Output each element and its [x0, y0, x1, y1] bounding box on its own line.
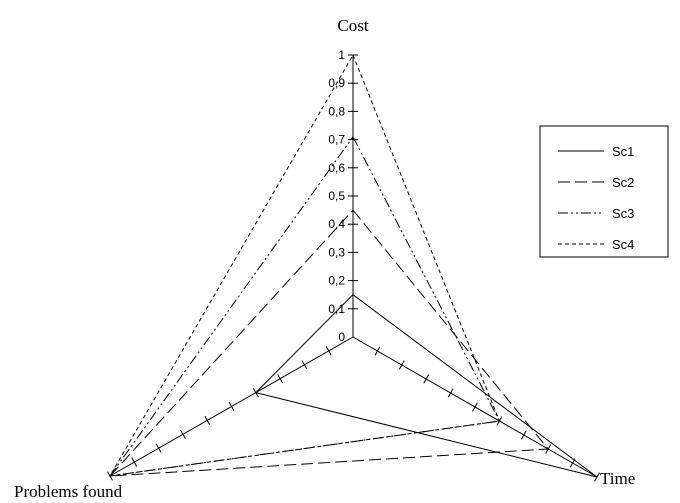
legend-label-sc4: Sc4 — [612, 237, 634, 252]
tick-label: 0,3 — [328, 245, 345, 259]
axis-tick-mark — [325, 346, 332, 356]
axis-tick-mark — [374, 346, 381, 356]
legend-label-sc1: Sc1 — [612, 144, 634, 159]
axis-tick-mark — [520, 430, 527, 440]
tick-label: 0,8 — [328, 104, 345, 118]
axis-label-problems-found: Problems found — [14, 482, 123, 501]
legend-box — [539, 125, 669, 258]
legend-label-sc2: Sc2 — [612, 175, 634, 190]
tick-label: 0,4 — [328, 217, 345, 231]
series-group — [108, 53, 598, 478]
labels: Cost Time Problems found — [14, 16, 635, 501]
series-sc1 — [254, 294, 598, 478]
axis-label-time: Time — [600, 469, 635, 488]
axis-tick-mark — [179, 429, 186, 439]
axis-tick-mark — [131, 457, 138, 467]
axis-tick-mark — [447, 388, 454, 398]
series-sc3 — [108, 135, 501, 477]
axis-tick-mark — [472, 402, 478, 412]
legend-label-sc3: Sc3 — [612, 206, 634, 221]
series-sc2 — [108, 209, 550, 477]
axis-tick-mark — [423, 374, 430, 384]
legend: Sc1 Sc2 Sc3 Sc4 — [539, 125, 669, 258]
axis-tick-mark — [277, 374, 284, 384]
series-sc4 — [109, 53, 501, 477]
tick-label: 0,5 — [328, 189, 345, 203]
tick-label: 0,2 — [328, 274, 345, 288]
tick-label: 1 — [338, 48, 345, 62]
axis-tick-mark — [398, 360, 405, 370]
tick-label: 0 — [338, 330, 345, 344]
axis-label-cost: Cost — [337, 16, 368, 35]
tick-label: 0,6 — [328, 161, 345, 175]
axis-tick-mark — [301, 360, 308, 370]
axis-tick-mark — [204, 415, 211, 425]
axis-tick-mark — [155, 443, 162, 453]
tick-label: 0,1 — [328, 302, 345, 316]
tick-label: 0,7 — [328, 133, 345, 147]
axis-tick-mark — [228, 401, 235, 412]
